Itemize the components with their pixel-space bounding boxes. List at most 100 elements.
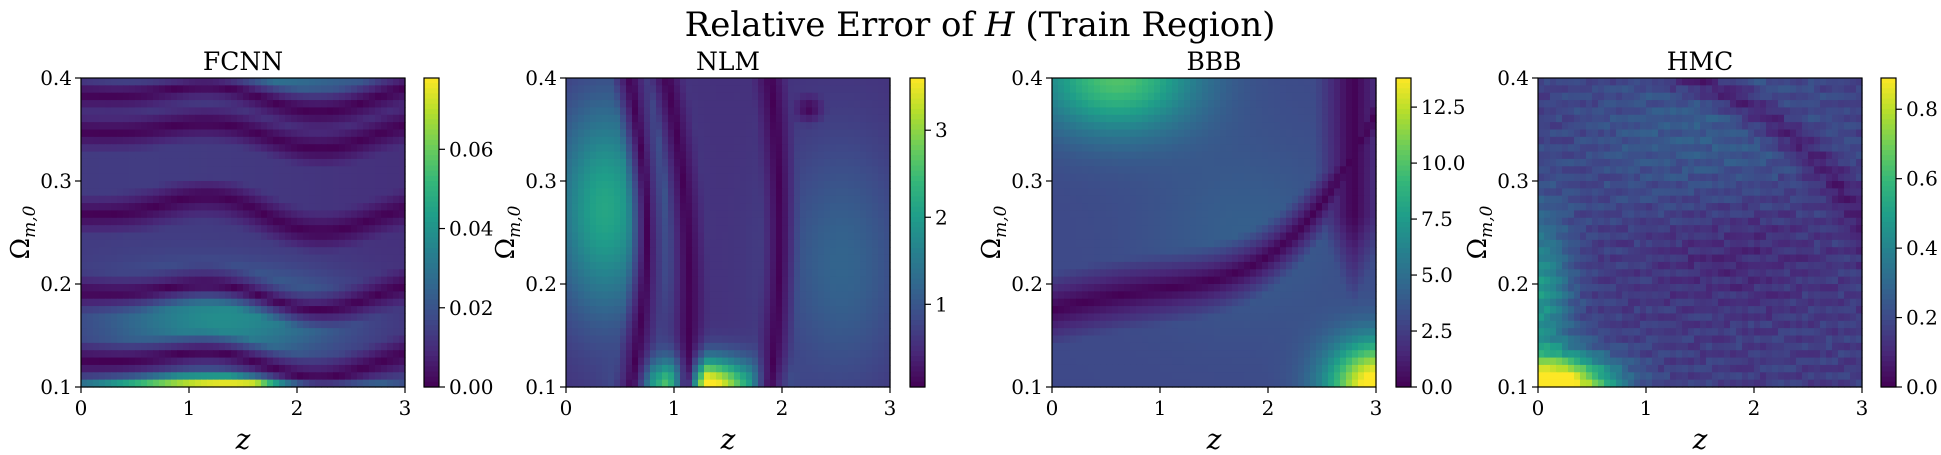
heatmap-cell	[165, 85, 172, 94]
heatmap-cell	[674, 269, 681, 278]
heatmap-cell	[153, 284, 160, 292]
heatmap-cell	[303, 181, 310, 189]
heatmap-cell	[141, 225, 148, 234]
heatmap-cell	[261, 92, 268, 101]
heatmap-cell	[620, 254, 627, 263]
heatmap-cell	[566, 188, 573, 197]
heatmap-cell	[608, 320, 615, 329]
heatmap-cell	[219, 129, 226, 138]
heatmap-cell	[656, 239, 663, 248]
heatmap-cell	[1220, 107, 1227, 116]
heatmap-cell	[878, 225, 885, 234]
heatmap-cell	[638, 335, 645, 344]
heatmap-cell	[105, 217, 112, 226]
heatmap-cell	[800, 313, 807, 322]
heatmap-cell	[782, 166, 789, 175]
colorbar-segment	[424, 335, 439, 342]
heatmap-cell	[333, 306, 340, 315]
heatmap-cell	[117, 144, 124, 153]
colorbar-segment	[424, 381, 439, 388]
heatmap-cell	[171, 144, 178, 153]
heatmap-cell	[1100, 92, 1107, 101]
heatmap-cell	[303, 232, 310, 241]
heatmap-cell	[746, 210, 753, 219]
heatmap-cell	[1322, 85, 1329, 94]
heatmap-cell	[219, 100, 226, 109]
heatmap-cell	[860, 320, 867, 329]
heatmap-cell	[764, 357, 771, 366]
heatmap-cell	[249, 173, 256, 182]
heatmap-cell	[794, 269, 801, 278]
colorbar-segment	[424, 356, 439, 362]
heatmap-cell	[297, 203, 304, 212]
heatmap-cell	[866, 114, 873, 123]
heatmap-cell	[315, 107, 322, 116]
heatmap-cell	[770, 239, 777, 248]
heatmap-cell	[1190, 78, 1197, 86]
heatmap-cell	[596, 291, 603, 300]
heatmap-cell	[231, 78, 238, 86]
heatmap-cell	[848, 284, 855, 292]
heatmap-cell	[399, 210, 406, 219]
heatmap-cell	[399, 372, 406, 381]
heatmap-cell	[117, 379, 124, 388]
heatmap-cell	[710, 335, 717, 344]
heatmap-cell	[87, 364, 94, 373]
heatmap-cell	[662, 195, 669, 204]
heatmap-cell	[375, 166, 382, 175]
heatmap-cell	[884, 379, 891, 388]
heatmap-cell	[638, 129, 645, 138]
heatmap-cell	[812, 364, 819, 373]
heatmap-cell	[650, 195, 657, 204]
colorbar-segment	[910, 263, 925, 270]
heatmap-cell	[734, 136, 741, 145]
heatmap-cell	[782, 372, 789, 381]
heatmap-cell	[854, 210, 861, 219]
heatmap-cell	[764, 122, 771, 131]
heatmap-cell	[686, 364, 693, 373]
heatmap-cell	[848, 217, 855, 226]
heatmap-cell	[800, 144, 807, 153]
heatmap-cell	[87, 166, 94, 175]
heatmap-cell	[297, 313, 304, 322]
heatmap-cell	[219, 225, 226, 234]
colorbar-segment	[910, 175, 925, 182]
heatmap-cell	[1268, 85, 1275, 94]
heatmap-cell	[93, 306, 100, 315]
heatmap-cell	[297, 85, 304, 94]
heatmap-cell	[249, 78, 256, 86]
heatmap-cell	[596, 210, 603, 219]
heatmap-cell	[351, 136, 358, 145]
heatmap-cell	[111, 188, 118, 197]
heatmap-cell	[662, 313, 669, 322]
heatmap-cell	[602, 107, 609, 116]
heatmap-cell	[722, 284, 729, 292]
heatmap-cell	[782, 92, 789, 101]
heatmap-cell	[183, 357, 190, 366]
heatmap-cell	[794, 173, 801, 182]
heatmap-cell	[710, 78, 717, 86]
heatmap-cell	[363, 254, 370, 263]
heatmap-cell	[1226, 92, 1233, 101]
heatmap-cell	[237, 136, 244, 145]
heatmap-cell	[327, 232, 334, 241]
heatmap-cell	[812, 357, 819, 366]
heatmap-cell	[830, 203, 837, 212]
heatmap-cell	[860, 85, 867, 94]
heatmap-cell	[620, 335, 627, 344]
heatmap-cell	[1064, 114, 1071, 123]
heatmap-cell	[788, 107, 795, 116]
heatmap-cell	[93, 114, 100, 123]
heatmap-cell	[321, 129, 328, 138]
heatmap-cell	[764, 379, 771, 388]
heatmap-cell	[626, 335, 633, 344]
heatmap-cell	[273, 210, 280, 219]
heatmap-cell	[716, 85, 723, 94]
heatmap-cell	[614, 239, 621, 248]
x-tick-label: 0	[75, 396, 88, 420]
heatmap-cell	[201, 225, 208, 234]
heatmap-cell	[806, 261, 813, 270]
heatmap-cell	[387, 232, 394, 241]
heatmap-cell	[626, 195, 633, 204]
heatmap-cell	[369, 313, 376, 322]
